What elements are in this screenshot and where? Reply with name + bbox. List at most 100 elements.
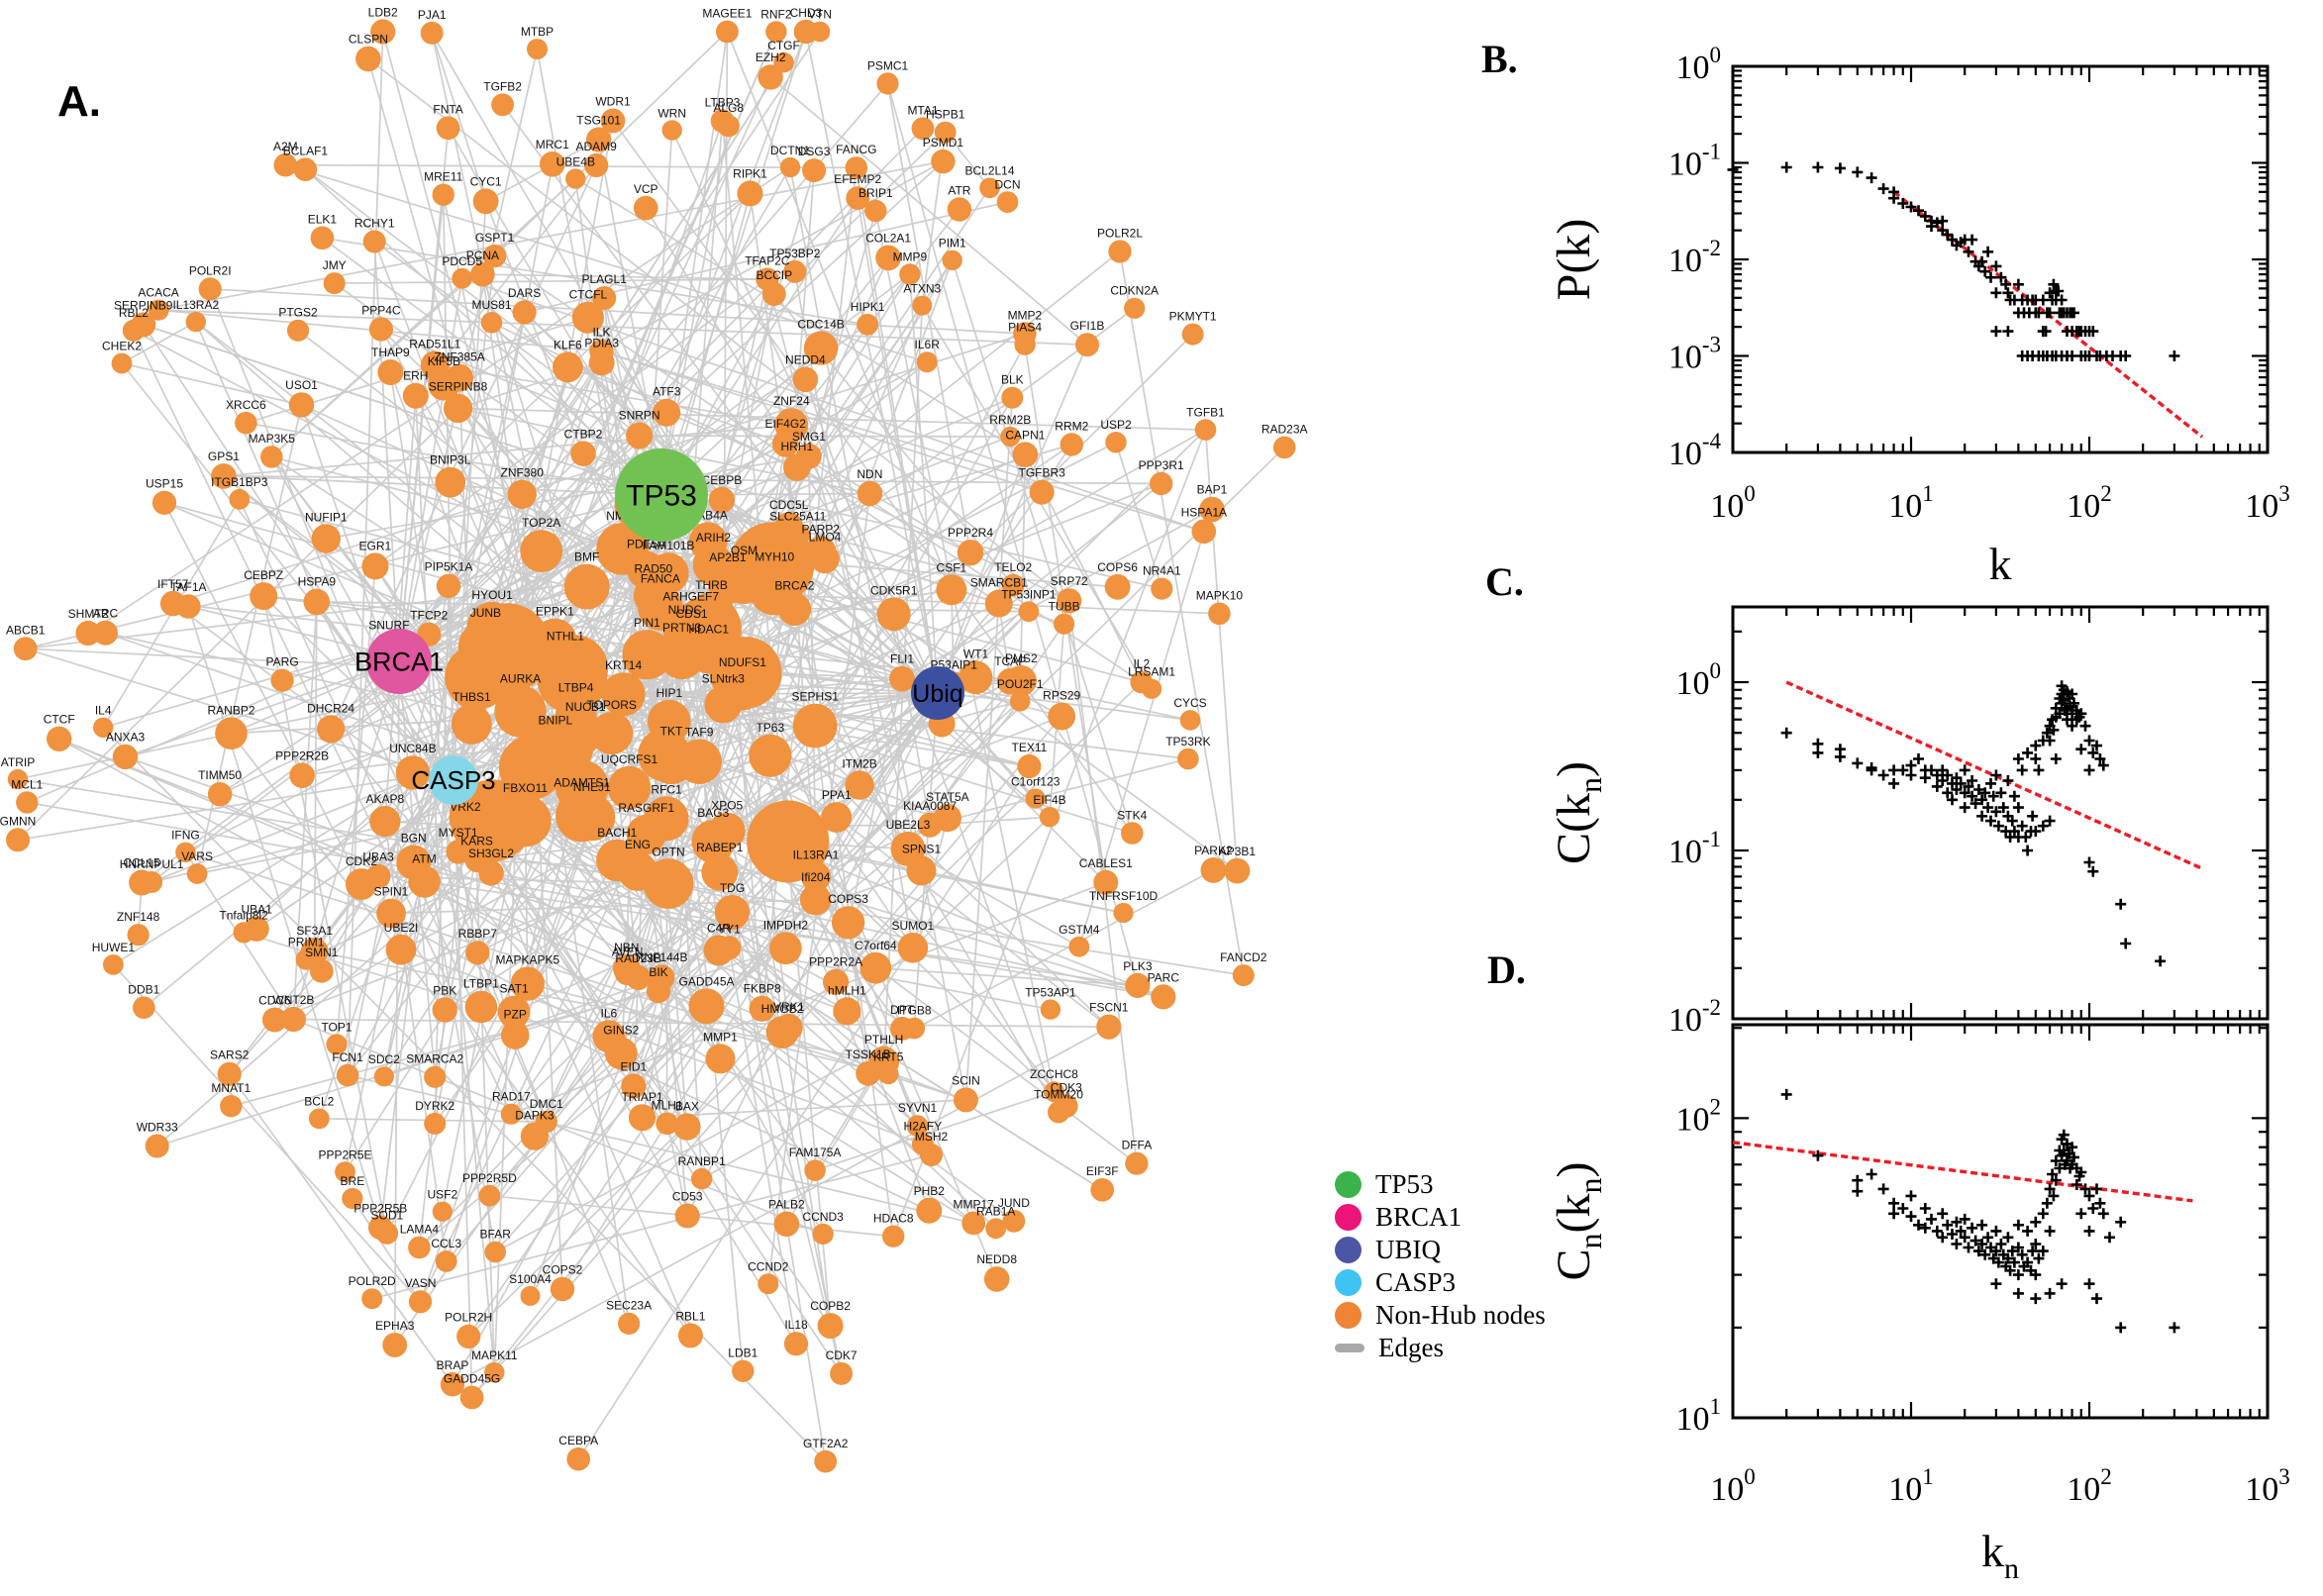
plot-frame: [1731, 64, 2270, 454]
network-edge: [262, 595, 388, 1234]
network-node[interactable]: [250, 582, 278, 611]
tick-label: 10-2: [1668, 995, 1721, 1039]
network-node[interactable]: [408, 1236, 431, 1259]
network-node[interactable]: [716, 20, 739, 44]
legend-label-casp3: CASP3: [1375, 1267, 1457, 1297]
network-node[interactable]: [361, 1288, 383, 1310]
network-edge: [945, 132, 991, 189]
network-node[interactable]: [1017, 753, 1042, 779]
axis-label: C(kn): [1548, 761, 1608, 864]
network-node[interactable]: [198, 277, 222, 301]
network-edge: [909, 273, 939, 694]
data-points: [1727, 161, 2180, 361]
network-edge: [17, 692, 939, 842]
tick-label: 103: [2245, 481, 2290, 525]
network-node[interactable]: [112, 744, 139, 770]
network-edge: [450, 192, 752, 483]
network-edge: [121, 362, 302, 406]
network-edge: [574, 177, 1026, 455]
legend-item-ubiq: UBIQ: [1335, 1234, 1546, 1266]
network-edge: [330, 728, 635, 1087]
network-edge: [172, 602, 1015, 1222]
network-node[interactable]: [497, 995, 531, 1029]
tick-label: 103: [2245, 1464, 2290, 1508]
network-node[interactable]: [831, 906, 865, 940]
network-node[interactable]: [229, 488, 251, 510]
casp3-node-icon: [1335, 1269, 1362, 1296]
plot-c: 100 10-1 10-2 C(kn): [1548, 605, 2270, 1039]
network-edge: [951, 589, 956, 685]
network-node[interactable]: [6, 828, 30, 852]
network-edge: [601, 349, 1205, 533]
network-edge: [371, 1153, 932, 1300]
network-edge: [229, 1073, 454, 1385]
network-node[interactable]: [553, 351, 583, 383]
network-node[interactable]: [377, 359, 404, 385]
legend-label-ubiq: UBIQ: [1375, 1235, 1441, 1264]
network-edge: [527, 982, 889, 1075]
network-edge: [686, 692, 939, 1217]
network-edge: [728, 948, 797, 1345]
network-edge: [627, 869, 922, 973]
panel-label-b: B.: [1481, 37, 1518, 81]
network-node[interactable]: [317, 715, 346, 744]
network-edge: [510, 881, 1107, 1115]
plot-d: 102 101 100 101 102 103 Cn(kn) kn: [1548, 1023, 2290, 1585]
network-edge: [467, 444, 1073, 1338]
network-edge: [25, 494, 662, 650]
network-edge: [334, 278, 767, 284]
network-edge: [388, 443, 786, 648]
network-node[interactable]: [300, 938, 329, 965]
network-node[interactable]: [911, 117, 935, 141]
network-edge: [769, 76, 1088, 346]
network-edge: [25, 571, 669, 650]
network-edge: [457, 407, 1206, 431]
tp53-node-icon: [1335, 1171, 1362, 1198]
network-edge: [344, 312, 526, 1172]
network-edge: [187, 606, 382, 1229]
network-node[interactable]: [141, 870, 163, 893]
network-edge: [452, 1026, 1110, 1385]
network-edge: [121, 321, 197, 364]
tick-label: 101: [1676, 1394, 1722, 1438]
plot-b: 100 10-1 10-2 10-3 10-4 100 101 102 103 P(k) k: [1548, 43, 2290, 589]
network-node[interactable]: [382, 1333, 408, 1357]
legend-item-nonhub: Non-Hub nodes: [1335, 1299, 1546, 1332]
network-edge: [701, 1073, 889, 1180]
network-node[interactable]: [626, 422, 654, 449]
axis-label: P(k): [1548, 219, 1600, 301]
network-node[interactable]: [499, 795, 552, 848]
legend-item-casp3: CASP3: [1335, 1266, 1546, 1299]
network-edge: [907, 848, 1080, 948]
fit-line: [1732, 1141, 2193, 1203]
network-edge: [398, 361, 603, 662]
network-node[interactable]: [814, 1449, 838, 1473]
network-edge: [855, 167, 939, 694]
network-edge: [270, 177, 576, 458]
network-node[interactable]: [211, 463, 237, 489]
tick-label: 10-1: [1668, 140, 1721, 183]
network-edge: [723, 703, 1133, 835]
network-node[interactable]: [817, 1313, 844, 1340]
network-node[interactable]: [103, 954, 124, 975]
network-edge: [623, 692, 939, 696]
network-node[interactable]: [1040, 999, 1061, 1020]
network-node[interactable]: [550, 1276, 575, 1302]
network-edge: [612, 120, 1133, 835]
network-edge: [210, 288, 1025, 335]
network-node[interactable]: [792, 703, 838, 748]
network-edge: [814, 589, 953, 727]
network-edge: [304, 168, 568, 368]
network-edge: [398, 128, 924, 662]
network-node[interactable]: [1151, 984, 1176, 1010]
network-node[interactable]: [148, 299, 169, 321]
tick-label: 101: [1888, 1464, 1934, 1508]
network-node[interactable]: [802, 158, 827, 183]
network-node[interactable]: [803, 331, 839, 365]
network-edge: [808, 455, 817, 877]
legend-item-tp53: TP53: [1335, 1168, 1546, 1201]
network-node[interactable]: [311, 524, 341, 553]
network-edge: [601, 349, 1043, 494]
network-node[interactable]: [1177, 748, 1199, 770]
network-node[interactable]: [1025, 788, 1046, 809]
